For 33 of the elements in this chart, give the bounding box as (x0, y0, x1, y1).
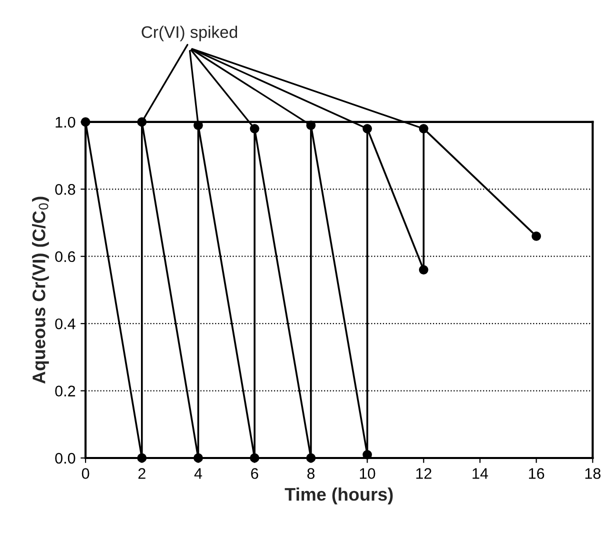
x-tick-label: 10 (360, 468, 376, 479)
y-tick-label: 0.6 (55, 251, 76, 262)
y-axis-title: Aqueous Cr(VI) (C/C$_{0}$) (32, 196, 49, 384)
point (137, 453, 147, 463)
x-axis-title: Time (hours) (284, 488, 393, 504)
point (250, 124, 260, 134)
point (418, 265, 428, 274)
point (250, 453, 260, 463)
point (306, 453, 316, 463)
point (418, 124, 428, 134)
x-tick-label: 18 (585, 468, 601, 479)
x-tick-label: 14 (472, 468, 488, 479)
point (194, 120, 203, 130)
y-tick-label: 0.2 (55, 386, 76, 396)
y-tick-label: 0.8 (55, 184, 76, 195)
point (532, 232, 542, 241)
y-tick-label: 1.0 (56, 116, 76, 128)
point (137, 117, 147, 127)
x-tick-label: 16 (528, 468, 544, 479)
point (80, 117, 90, 127)
x-tick-label: 2 (138, 468, 146, 479)
point (362, 450, 372, 460)
x-tick-label: 4 (194, 468, 202, 479)
x-tick-label: 6 (251, 468, 258, 479)
x-tick-label: 12 (416, 468, 432, 479)
x-tick-label: 8 (307, 468, 315, 479)
y-tick-label: 0.4 (55, 318, 76, 330)
point (194, 453, 203, 463)
x-tick-label: 0 (82, 468, 90, 479)
point (306, 120, 316, 130)
point (362, 124, 372, 134)
y-tick-label: 0.0 (55, 452, 76, 464)
annotation: Cr(VI) spiked (142, 26, 238, 42)
